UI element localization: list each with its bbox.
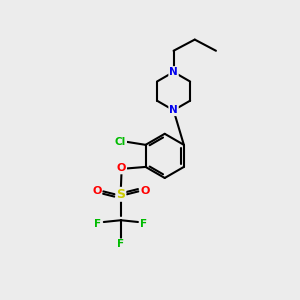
Text: Cl: Cl — [115, 137, 126, 147]
Text: F: F — [140, 219, 147, 229]
Text: O: O — [92, 186, 101, 197]
Text: N: N — [169, 105, 178, 115]
Text: N: N — [169, 67, 178, 77]
Text: O: O — [140, 186, 150, 197]
Text: O: O — [117, 164, 126, 173]
Text: F: F — [94, 219, 101, 229]
Text: S: S — [116, 188, 125, 201]
Text: F: F — [117, 239, 124, 249]
